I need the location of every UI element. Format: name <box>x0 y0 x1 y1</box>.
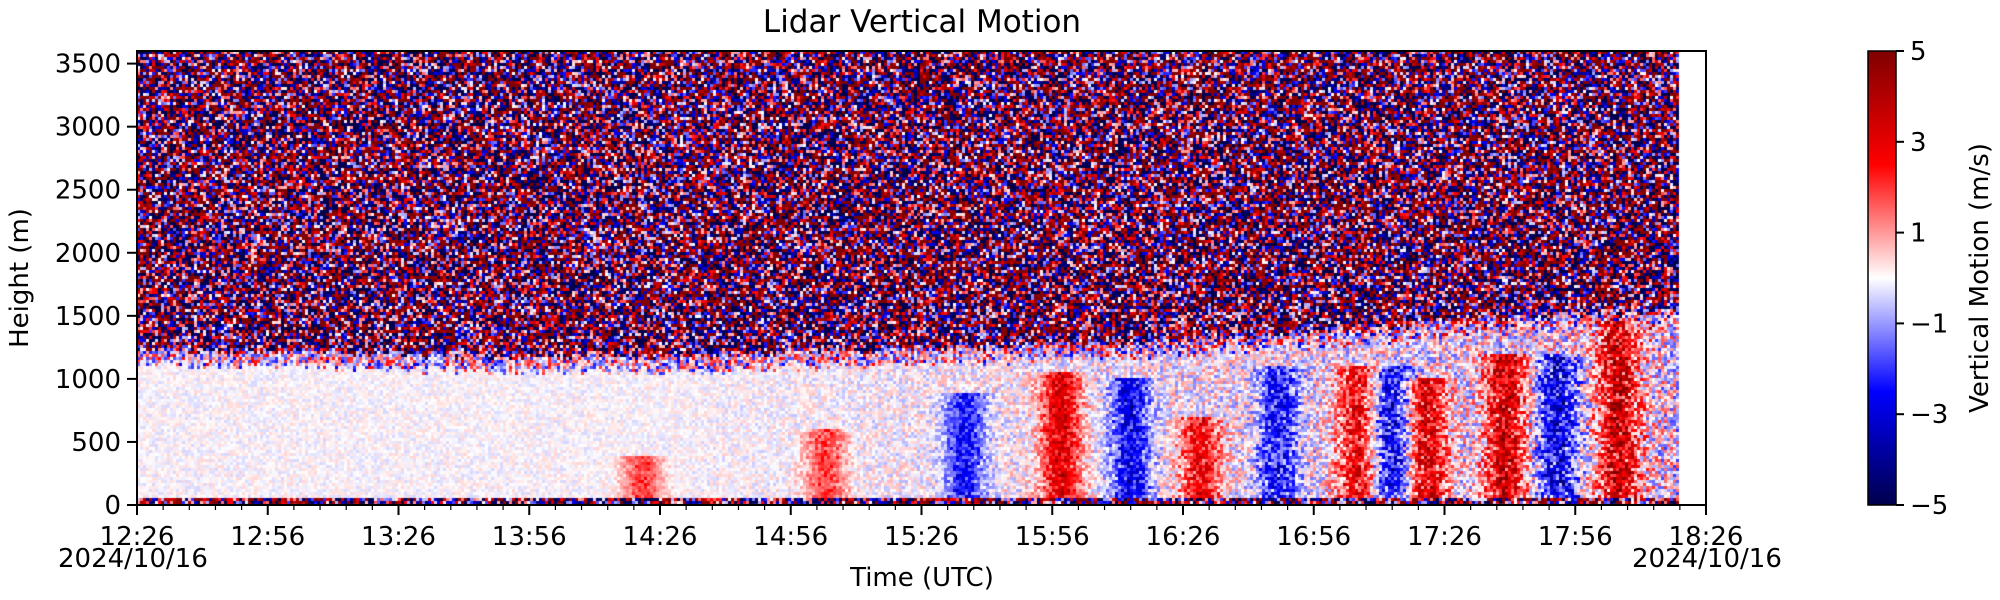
heatmap-canvas <box>137 51 1706 505</box>
y-tick-label: 2000 <box>55 239 121 269</box>
colorbar-tick-label: −3 <box>1910 400 1948 430</box>
x-tick-label: 16:26 <box>1146 522 1221 552</box>
x-tick-label: 15:56 <box>1015 522 1090 552</box>
x-tick-label: 14:26 <box>623 522 698 552</box>
colorbar-tick-label: −5 <box>1910 491 1948 521</box>
colorbar-tick-label: 5 <box>1910 37 1927 67</box>
x-tick-label: 13:56 <box>492 522 567 552</box>
y-tick-label: 2500 <box>55 176 121 206</box>
y-axis: 0 500 1000 1500 2000 2500 3000 3500 <box>55 50 137 521</box>
colorbar-tick-label: 3 <box>1910 128 1927 158</box>
y-tick-label: 500 <box>71 428 121 458</box>
x-tick-label: 17:26 <box>1407 522 1482 552</box>
colorbar <box>1867 50 1897 506</box>
y-tick-label: 1500 <box>55 302 121 332</box>
x-tick-label: 16:56 <box>1276 522 1351 552</box>
y-axis-label: Height (m) <box>5 208 35 348</box>
colorbar-tick-label: 1 <box>1910 219 1927 249</box>
y-tick-label: 3000 <box>55 113 121 143</box>
colorbar-tick-label: −1 <box>1910 309 1948 339</box>
x-tick-label: 17:56 <box>1538 522 1613 552</box>
x-tick-label: 15:26 <box>884 522 959 552</box>
colorbar-label: Vertical Motion (m/s) <box>1965 143 1995 413</box>
date-start-label: 2024/10/16 <box>58 544 208 574</box>
x-tick-label: 14:56 <box>753 522 828 552</box>
y-tick-label: 0 <box>104 491 121 521</box>
x-tick-label: 18:26 <box>1669 522 1744 552</box>
y-tick-label: 1000 <box>55 365 121 395</box>
date-end-label: 2024/10/16 <box>1632 544 1782 574</box>
colorbar-ticks: 5 3 1 −1 −3 −5 <box>1896 37 1948 521</box>
x-tick-label: 13:26 <box>361 522 436 552</box>
x-tick-label: 12:56 <box>230 522 305 552</box>
chart-title: Lidar Vertical Motion <box>763 4 1081 40</box>
x-tick-label: 12:26 <box>100 522 175 552</box>
x-axis-label: Time (UTC) <box>849 563 994 593</box>
x-axis: 12:26 12:56 13:26 13:56 14:26 14:56 15:26 15:56… <box>100 505 1744 552</box>
plot-area <box>137 51 1706 505</box>
y-tick-label: 3500 <box>55 50 121 80</box>
